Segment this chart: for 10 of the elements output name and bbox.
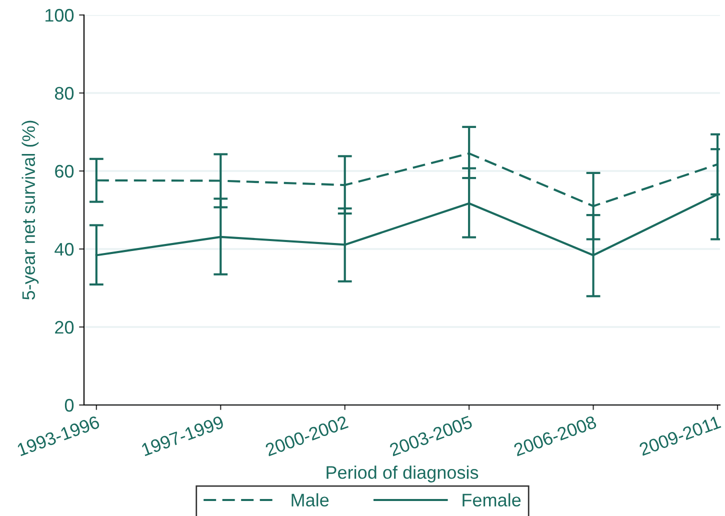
y-tick-label: 40 bbox=[54, 242, 74, 256]
y-tick-label: 80 bbox=[54, 86, 74, 100]
x-axis-title: Period of diagnosis bbox=[326, 466, 478, 482]
y-axis-title: 5-year net survival (%) bbox=[22, 120, 39, 300]
legend-label: Male bbox=[292, 493, 329, 506]
y-tick-label: 20 bbox=[55, 320, 74, 334]
y-tick-label: 60 bbox=[55, 164, 74, 178]
y-tick-label: 0 bbox=[64, 398, 74, 412]
legend-label: Female bbox=[462, 493, 521, 506]
y-tick-label: 100 bbox=[46, 8, 74, 22]
